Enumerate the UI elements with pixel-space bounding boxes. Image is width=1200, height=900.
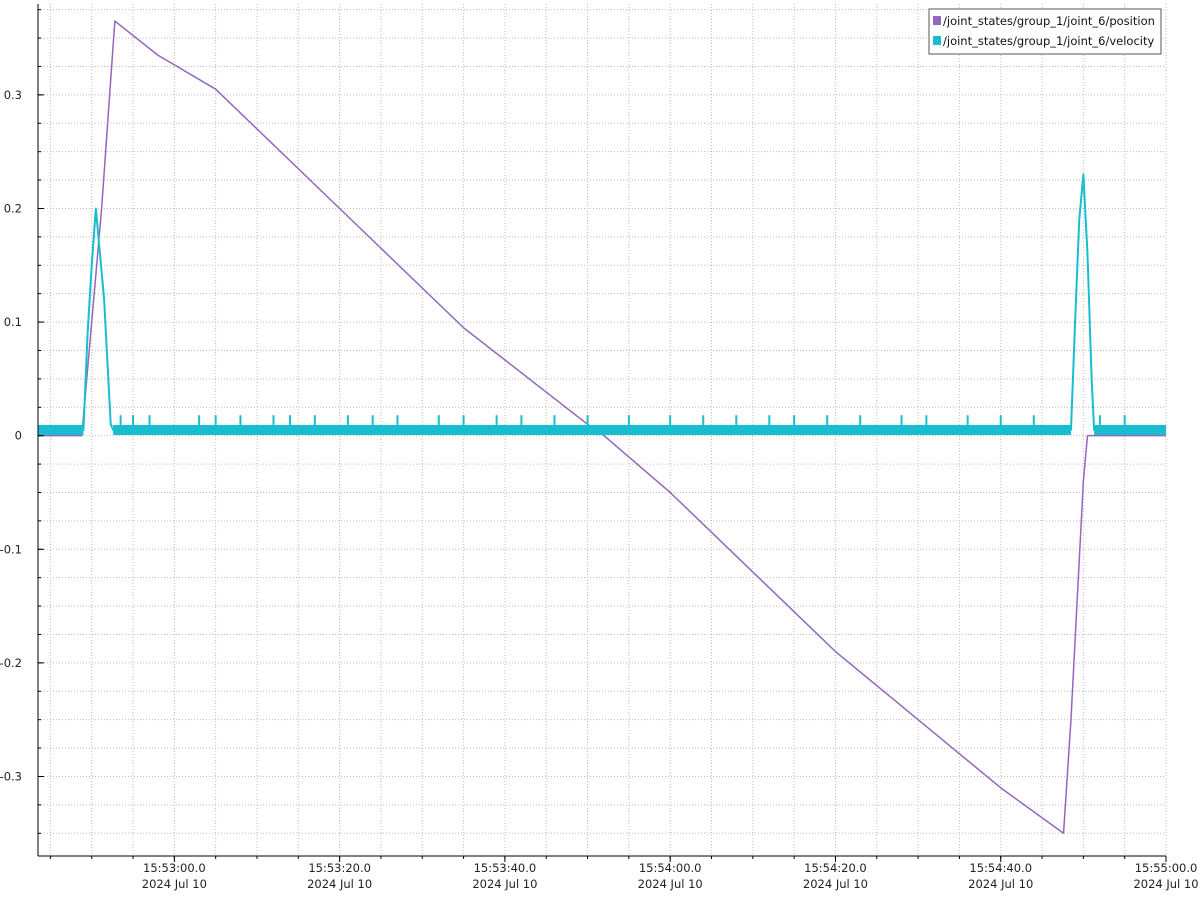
- series-line-joint-states-group-1-joint-6-velocity: [38, 173, 1166, 431]
- x-tick-label-time: 15:54:20.0: [804, 861, 867, 875]
- legend-entry: /joint_states/group_1/joint_6/position: [943, 14, 1155, 28]
- velocity-noise-band: [1094, 425, 1166, 435]
- legend-box: [928, 8, 1162, 55]
- series-layer: [38, 20, 1166, 835]
- axes: [37, 4, 1167, 862]
- y-tick-label: -0.3: [0, 769, 22, 783]
- y-tick-label: -0.1: [0, 542, 22, 556]
- x-tick-label-date: 2024 Jul 10: [638, 877, 703, 891]
- velocity-noise-band: [113, 425, 1071, 435]
- x-tick-label-date: 2024 Jul 10: [968, 877, 1033, 891]
- legend-swatch: [933, 16, 941, 25]
- x-tick-label-time: 15:53:20.0: [308, 861, 371, 875]
- legend: /joint_states/group_1/joint_6/position/j…: [928, 8, 1162, 55]
- x-tick-label-time: 15:54:40.0: [969, 861, 1032, 875]
- y-tick-label: -0.2: [0, 656, 22, 670]
- y-tick-label: 0: [15, 429, 22, 443]
- velocity-noise-band: [38, 425, 84, 435]
- x-tick-label-time: 15:53:40.0: [474, 861, 537, 875]
- x-tick-label-date: 2024 Jul 10: [1133, 877, 1198, 891]
- x-tick-label-time: 15:54:00.0: [639, 861, 702, 875]
- x-tick-label-time: 15:53:00.0: [143, 861, 206, 875]
- tick-labels: -0.3 -0.2 -0.1 0 0.1 0.2 0.3 15:53:00.0 2024 Jul…: [0, 88, 1199, 891]
- legend-swatch: [933, 36, 941, 45]
- x-tick-label-date: 2024 Jul 10: [142, 877, 207, 891]
- y-tick-label: 0.2: [4, 201, 22, 215]
- x-tick-label-date: 2024 Jul 10: [803, 877, 868, 891]
- y-tick-label: 0.3: [4, 88, 22, 102]
- x-tick-label-date: 2024 Jul 10: [307, 877, 372, 891]
- x-tick-label-date: 2024 Jul 10: [472, 877, 537, 891]
- legend-entry: /joint_states/group_1/joint_6/velocity: [943, 34, 1154, 48]
- y-tick-label: 0.1: [4, 315, 22, 329]
- x-tick-label-time: 15:55:00.0: [1135, 861, 1198, 875]
